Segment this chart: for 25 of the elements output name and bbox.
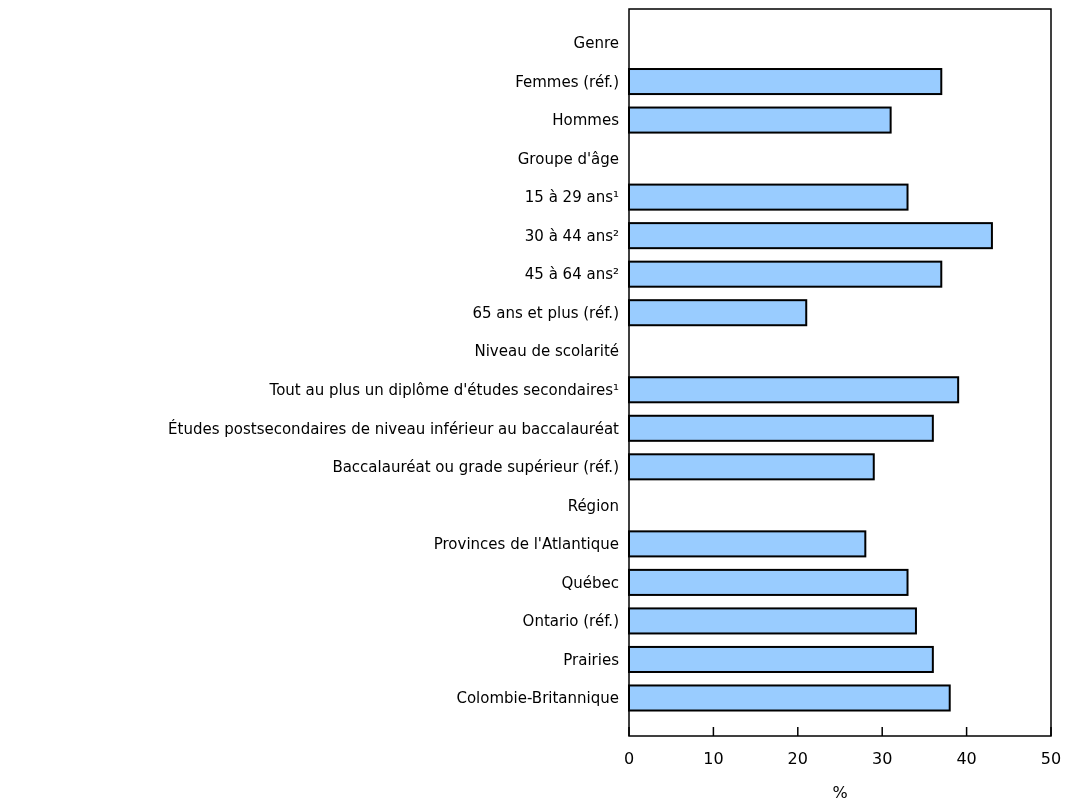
y-tick-label: Région — [567, 496, 619, 515]
y-tick-label: 65 ans et plus (réf.) — [472, 303, 619, 322]
y-tick-label: Prairies — [563, 650, 620, 669]
y-tick-label: Groupe d'âge — [517, 149, 619, 168]
x-tick-label: 0 — [623, 749, 635, 768]
x-tick-label: 50 — [1040, 749, 1062, 768]
y-tick-label: Femmes (réf.) — [515, 72, 619, 91]
y-tick-label: Études postsecondaires de niveau inférieur au baccalauréat — [168, 418, 620, 438]
x-axis-title: % — [832, 783, 848, 802]
x-tick-label: 10 — [703, 749, 724, 768]
y-tick-label: 45 à 64 ans² — [524, 265, 619, 284]
x-tick-label: 40 — [956, 749, 977, 768]
x-tick-label: 30 — [872, 749, 893, 768]
y-tick-label: Baccalauréat ou grade supérieur (réf.) — [332, 458, 619, 477]
x-tick-label: 20 — [787, 749, 808, 768]
y-tick-label: Niveau de scolarité — [474, 342, 619, 361]
y-tick-label: 30 à 44 ans² — [524, 226, 619, 245]
y-tick-label: Ontario (réf.) — [522, 612, 619, 631]
y-tick-label: Genre — [573, 34, 619, 53]
y-tick-label: Colombie-Britannique — [456, 689, 619, 708]
y-tick-label: Québec — [561, 573, 619, 592]
y-tick-label: Provinces de l'Atlantique — [433, 535, 619, 554]
y-tick-label: Hommes — [552, 111, 620, 130]
y-tick-label: Tout au plus un diplôme d'études secondaires¹ — [268, 381, 619, 400]
y-tick-label: 15 à 29 ans¹ — [524, 188, 619, 207]
